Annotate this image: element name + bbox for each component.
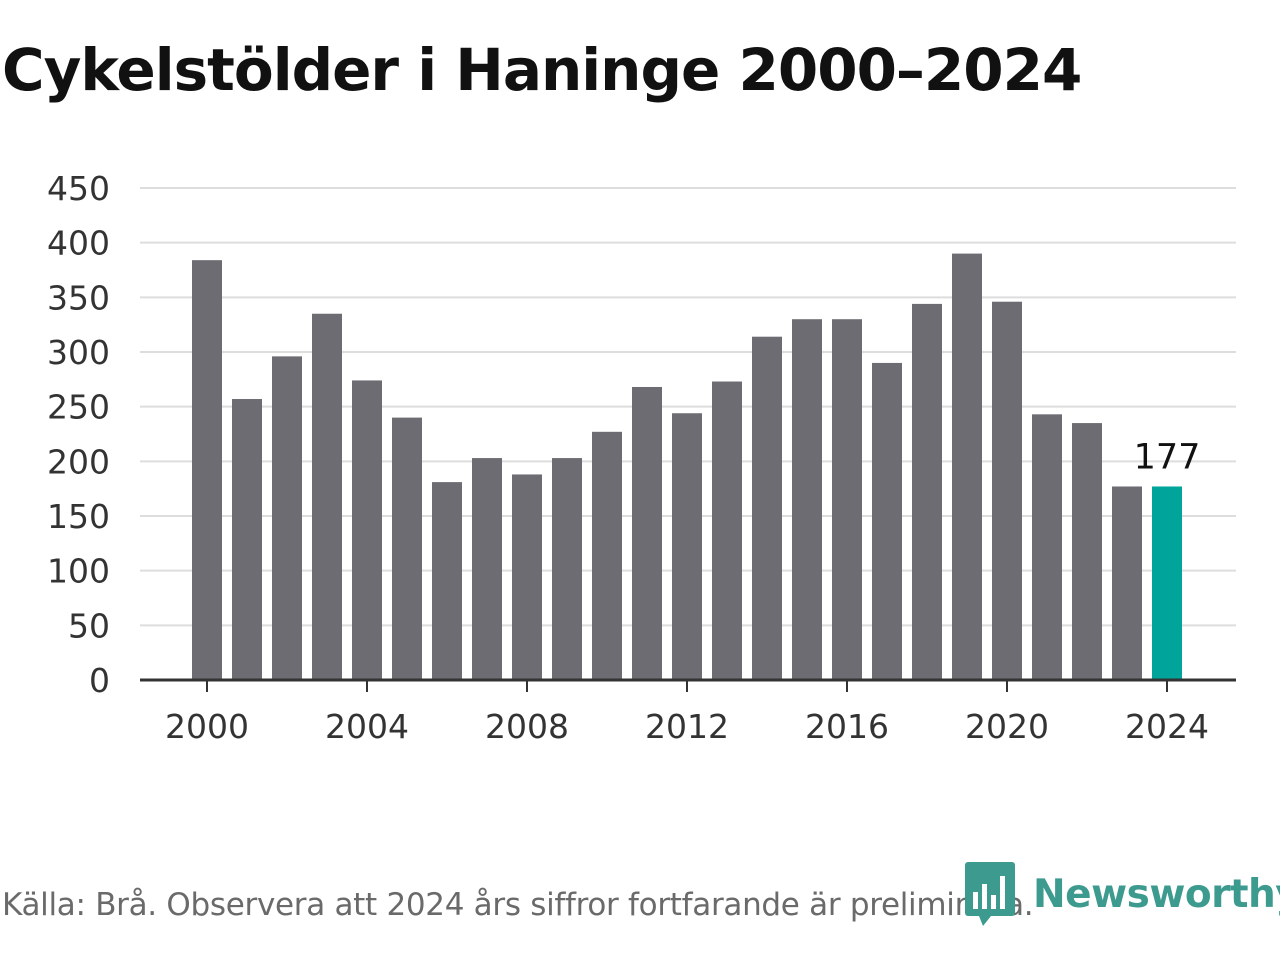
newsworthy-logo-icon	[965, 862, 1015, 926]
bar-2016	[832, 319, 862, 680]
bar-2009	[552, 458, 582, 680]
y-tick-label: 100	[47, 552, 110, 591]
y-tick-label: 50	[68, 606, 110, 645]
y-tick-label: 450	[47, 169, 110, 208]
y-tick-label: 150	[47, 497, 110, 536]
y-tick-label: 400	[47, 224, 110, 263]
bar-2018	[912, 303, 942, 680]
bar-2010	[592, 431, 622, 680]
chart-title: Cykelstölder i Haninge 2000–2024	[2, 36, 1082, 104]
bar-2005	[392, 417, 422, 680]
x-tick-label: 2024	[1125, 707, 1209, 746]
data-label-2024: 177	[1134, 437, 1201, 477]
bar-2021	[1032, 414, 1062, 680]
bar-2002	[272, 356, 302, 680]
bar-2024	[1152, 486, 1182, 680]
brand-name: Newsworthy	[1033, 871, 1280, 917]
x-tick-label: 2020	[965, 707, 1049, 746]
brand-logo: Newsworthy	[965, 862, 1280, 926]
y-tick-label: 0	[89, 661, 110, 700]
bar-2000	[192, 260, 222, 680]
bar-2023	[1112, 486, 1142, 680]
axes	[140, 678, 1236, 692]
x-tick-label: 2016	[805, 707, 889, 746]
bar-2001	[232, 399, 262, 680]
bar-2017	[872, 362, 902, 680]
y-tick-label: 350	[47, 278, 110, 317]
x-tick-label: 2000	[165, 707, 249, 746]
bar-2008	[512, 474, 542, 680]
bar-2015	[792, 319, 822, 680]
bar-2004	[352, 380, 382, 680]
bars	[192, 253, 1182, 680]
x-tick-label: 2008	[485, 707, 569, 746]
y-tick-label: 250	[47, 388, 110, 427]
bar-2006	[432, 482, 462, 680]
bar-2014	[752, 336, 782, 680]
x-tick-label: 2004	[325, 707, 409, 746]
y-tick-label: 300	[47, 333, 110, 372]
labels: 0 50 100 150 200 250 300 350 400 450 2000 2004 2008 2…	[47, 169, 1209, 746]
bar-2019	[952, 253, 982, 680]
bar-2022	[1072, 423, 1102, 680]
bar-chart: 0 50 100 150 200 250 300 350 400 450 2000 2004 2008 2…	[47, 169, 1236, 746]
bar-2007	[472, 458, 502, 680]
y-tick-label: 200	[47, 442, 110, 481]
bar-2011	[632, 386, 662, 680]
bar-2013	[712, 381, 742, 680]
source-note: Källa: Brå. Observera att 2024 års siffr…	[2, 887, 1034, 923]
bar-2003	[312, 313, 342, 680]
bar-2020	[992, 301, 1022, 680]
bar-2012	[672, 413, 702, 680]
x-tick-label: 2012	[645, 707, 729, 746]
